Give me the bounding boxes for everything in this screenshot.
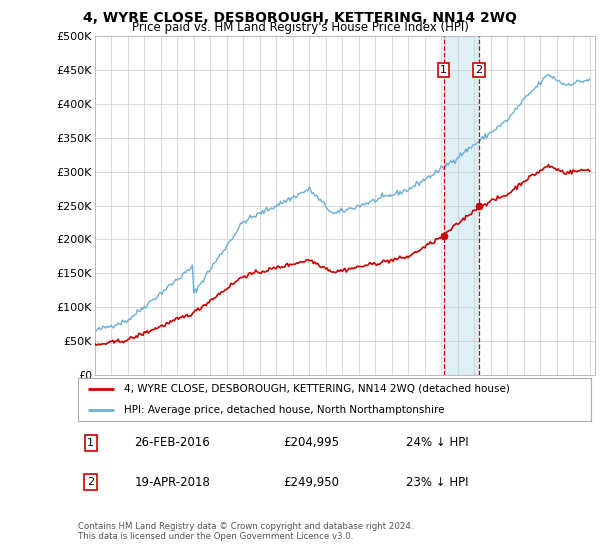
Text: 2: 2 bbox=[476, 65, 482, 75]
Text: 19-APR-2018: 19-APR-2018 bbox=[134, 475, 211, 489]
Text: 2: 2 bbox=[87, 477, 94, 487]
Text: 26-FEB-2016: 26-FEB-2016 bbox=[134, 436, 210, 450]
Text: £204,995: £204,995 bbox=[283, 436, 339, 450]
Text: 4, WYRE CLOSE, DESBOROUGH, KETTERING, NN14 2WQ: 4, WYRE CLOSE, DESBOROUGH, KETTERING, NN… bbox=[83, 11, 517, 25]
Text: 24% ↓ HPI: 24% ↓ HPI bbox=[406, 436, 469, 450]
Text: 1: 1 bbox=[440, 65, 447, 75]
Text: £249,950: £249,950 bbox=[283, 475, 339, 489]
Text: HPI: Average price, detached house, North Northamptonshire: HPI: Average price, detached house, Nort… bbox=[124, 405, 445, 416]
Text: 4, WYRE CLOSE, DESBOROUGH, KETTERING, NN14 2WQ (detached house): 4, WYRE CLOSE, DESBOROUGH, KETTERING, NN… bbox=[124, 384, 510, 394]
Text: Price paid vs. HM Land Registry's House Price Index (HPI): Price paid vs. HM Land Registry's House … bbox=[131, 21, 469, 34]
Text: 1: 1 bbox=[88, 438, 94, 448]
Text: Contains HM Land Registry data © Crown copyright and database right 2024.
This d: Contains HM Land Registry data © Crown c… bbox=[78, 522, 413, 542]
Text: 23% ↓ HPI: 23% ↓ HPI bbox=[406, 475, 469, 489]
